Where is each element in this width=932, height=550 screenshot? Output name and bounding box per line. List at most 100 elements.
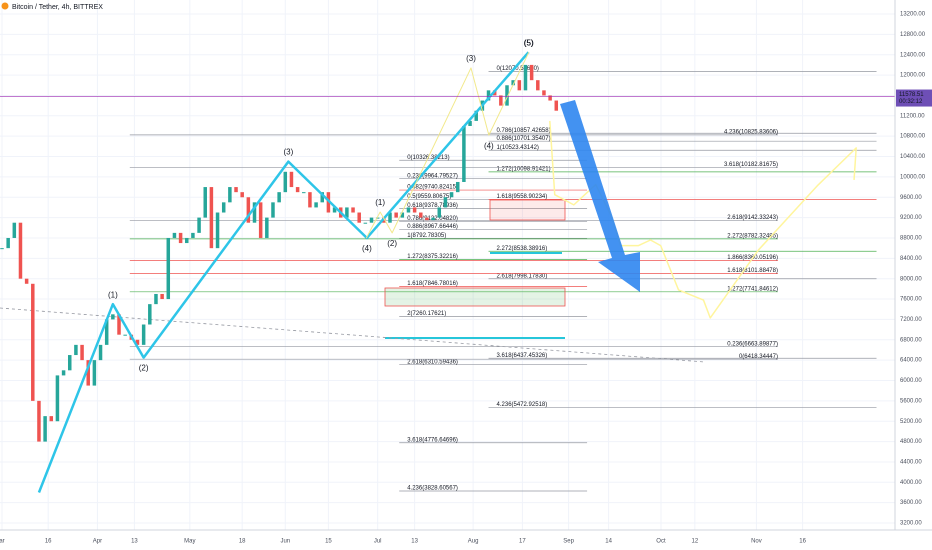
x-tick-label: Apr: [93, 539, 102, 545]
y-tick-label: 3600.00: [900, 500, 922, 506]
candle: [191, 232, 195, 238]
candle: [369, 217, 374, 223]
fib-label: 0.786(10857.42658): [497, 128, 551, 134]
x-tick-label: 16: [45, 539, 52, 545]
candle: [154, 293, 158, 305]
forecast-arrow: [560, 100, 640, 292]
candle: [455, 181, 460, 193]
candle: [462, 125, 466, 182]
candle: [308, 192, 312, 208]
candle: [6, 237, 10, 249]
subwave-line: [365, 51, 530, 239]
candle: [55, 375, 60, 422]
candle: [80, 344, 84, 361]
x-tick-label: 13: [131, 539, 138, 545]
y-tick-label: 6400.00: [900, 358, 922, 364]
candle: [542, 90, 546, 96]
candle: [523, 64, 528, 91]
y-tick-label: 12400.00: [900, 52, 926, 58]
fib-label: 3.618(4776.64696): [407, 437, 458, 443]
candle: [357, 212, 361, 223]
candle: [111, 314, 115, 320]
candle: [74, 344, 78, 356]
y-tick-label: 8800.00: [900, 236, 922, 242]
candle: [18, 222, 23, 279]
fib-label: 4.236(5472.92518): [497, 402, 548, 408]
candle: [468, 120, 472, 126]
y-tick-label: 8000.00: [900, 276, 922, 282]
candle: [166, 237, 171, 300]
candle: [246, 197, 251, 223]
y-tick-label: 12800.00: [900, 32, 926, 38]
fib-label: 0.886(8967.66446): [407, 224, 458, 230]
candle: [351, 207, 355, 213]
candle: [412, 207, 417, 213]
trend-line: [0, 307, 706, 363]
countdown-label: 00:32:12: [899, 99, 923, 105]
wave-label: (1): [108, 290, 118, 299]
candle: [209, 187, 214, 249]
wave-label: (5): [524, 38, 534, 47]
candle: [67, 355, 72, 371]
candle: [178, 232, 183, 244]
candle: [203, 187, 207, 218]
fib-label: 1.618(7846.78016): [407, 281, 458, 287]
symbol-icon: [1, 2, 9, 10]
y-tick-label: 10800.00: [900, 134, 926, 140]
x-tick-label: Jun: [280, 539, 290, 545]
candle: [160, 293, 164, 300]
candle: [431, 217, 435, 221]
candle: [240, 192, 244, 198]
candle: [320, 192, 324, 203]
fib-label: 0.5(9559.80675): [407, 194, 451, 200]
candle: [505, 85, 509, 106]
fib-label: 2.272(8538.38916): [497, 246, 548, 252]
candle: [511, 80, 515, 86]
candle: [437, 207, 442, 218]
candle: [548, 95, 552, 101]
candle: [43, 416, 47, 442]
y-tick-label: 7200.00: [900, 317, 922, 323]
candle: [406, 207, 411, 213]
candle: [197, 217, 201, 233]
candle: [252, 202, 257, 223]
y-tick-label: 9600.00: [900, 195, 922, 201]
candle: [141, 324, 146, 345]
candle: [265, 217, 269, 238]
wave-label: (5): [524, 38, 534, 47]
candle: [363, 222, 368, 224]
wave-label: (1): [375, 198, 385, 207]
fib-label: 2.618(6310.59436): [407, 359, 458, 365]
candle: [474, 110, 478, 121]
fib-label: 3.618(6437.45326): [497, 353, 548, 359]
y-tick-label: 8400.00: [900, 256, 922, 262]
fib-label: 1.618(8101.88478): [727, 268, 778, 274]
candle: [388, 212, 392, 223]
candle: [277, 192, 281, 203]
candle: [12, 222, 17, 238]
candle: [517, 80, 522, 91]
fib-levels: 0(10326.38213)0.236(9964.79527)0.382(974…: [129, 66, 877, 492]
chart-title: Bitcoin / Tether, 4h, BITTREX: [12, 4, 103, 11]
fib-label: 4.236(10825.83606): [724, 129, 778, 135]
fib-label: 0(12070.53660): [497, 66, 539, 72]
wave-label: (3): [466, 54, 476, 63]
candle: [443, 197, 448, 208]
x-tick-label: Sep: [563, 539, 574, 545]
candle: [289, 171, 294, 188]
fib-label: 2.618(9142.33243): [727, 215, 778, 221]
fib-label: 0.886(10701.35407): [497, 136, 551, 142]
x-tick-label: 14: [605, 539, 612, 545]
fib-label: 0.618(9378.78936): [407, 203, 458, 209]
y-tick-label: 11200.00: [900, 113, 925, 119]
fib-label: 0(6418.34447): [739, 354, 778, 360]
candle: [449, 192, 454, 198]
candle: [86, 360, 90, 386]
x-tick-label: Aug: [468, 539, 479, 545]
plot: (1)(2)(3)(4)(5)(1)(2)(3)(4)(5): [0, 38, 895, 493]
current-price-label: 11578.51: [899, 92, 924, 98]
y-tick-label: 4000.00: [900, 480, 922, 486]
projection-line: [549, 120, 857, 319]
